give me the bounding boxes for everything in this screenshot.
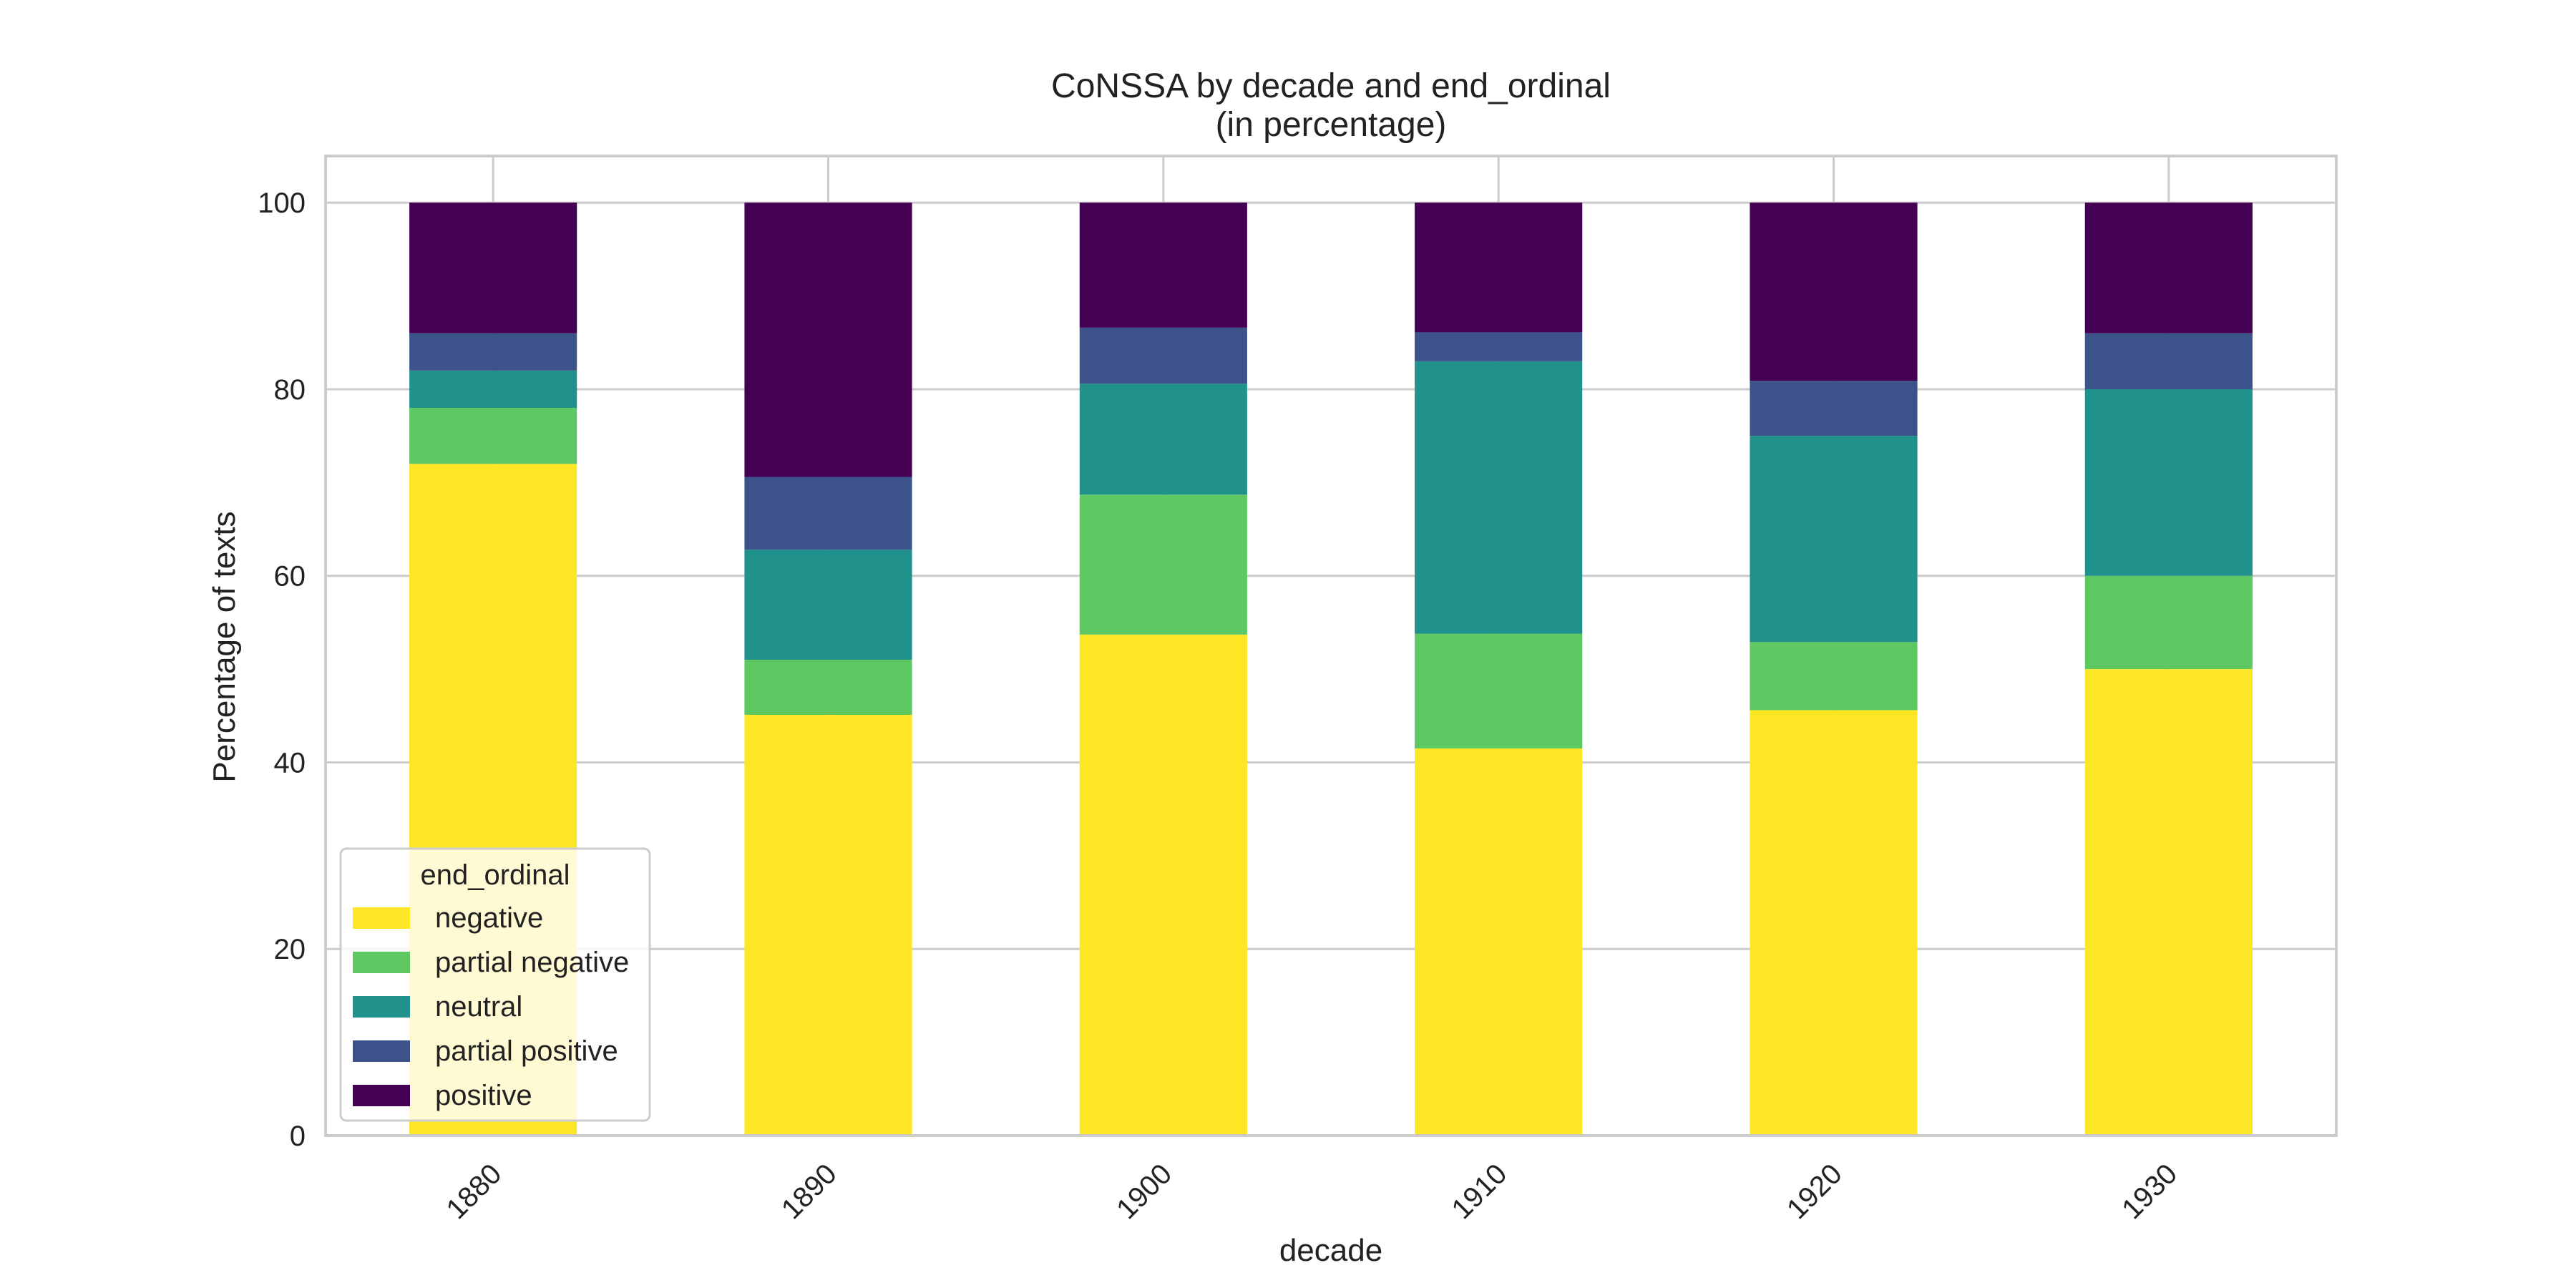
y-tick-label: 20 xyxy=(274,934,306,965)
bar-partial-positive-1880 xyxy=(409,333,577,371)
bar-negative-1900 xyxy=(1079,634,1247,1136)
bar-partial-negative-1880 xyxy=(409,408,577,464)
bar-partial-positive-1930 xyxy=(2084,333,2253,389)
bar-partial-positive-1910 xyxy=(1415,332,1583,361)
bar-partial-positive-1890 xyxy=(744,477,912,550)
x-tick-label: 1880 xyxy=(440,1158,507,1225)
bar-positive-1890 xyxy=(744,203,912,477)
bar-positive-1910 xyxy=(1415,203,1583,333)
bar-positive-1900 xyxy=(1079,203,1247,328)
y-tick-label: 40 xyxy=(274,747,306,779)
legend-title: end_ordinal xyxy=(420,859,570,891)
bar-partial-negative-1910 xyxy=(1415,633,1583,748)
bar-negative-1920 xyxy=(1750,710,1918,1136)
bar-negative-1890 xyxy=(744,714,912,1136)
y-tick-label: 100 xyxy=(258,187,306,219)
legend: end_ordinal negative partial negative neutr… xyxy=(339,847,651,1122)
bar-partial-negative-1920 xyxy=(1750,642,1918,711)
x-tick-label: 1920 xyxy=(1781,1158,1848,1225)
bar-negative-1910 xyxy=(1415,748,1583,1136)
bar-neutral-1890 xyxy=(744,550,912,660)
legend-label-positive: positive xyxy=(435,1080,532,1111)
plot-frame xyxy=(324,155,2338,1137)
bar-positive-1930 xyxy=(2084,203,2253,333)
bar-neutral-1930 xyxy=(2084,389,2253,576)
y-tick-label: 80 xyxy=(274,374,306,406)
legend-label-neutral: neutral xyxy=(435,991,522,1023)
bar-neutral-1910 xyxy=(1415,361,1583,634)
legend-swatch-negative xyxy=(353,907,410,929)
bar-positive-1920 xyxy=(1750,203,1918,381)
legend-swatch-partial-negative xyxy=(353,952,410,973)
x-tick-label: 1930 xyxy=(2116,1158,2183,1225)
bar-neutral-1880 xyxy=(409,370,577,409)
x-tick-label: 1900 xyxy=(1111,1158,1178,1225)
bar-partial-positive-1900 xyxy=(1079,327,1247,384)
legend-box xyxy=(339,847,651,1122)
y-tick-label: 60 xyxy=(274,561,306,592)
legend-swatch-positive xyxy=(353,1085,410,1106)
x-tick-label: 1910 xyxy=(1445,1158,1513,1225)
y-axis-label: Percentage of texts xyxy=(207,511,242,782)
bar-partial-negative-1900 xyxy=(1079,494,1247,635)
chart-title: CoNSSA by decade and end_ordinal xyxy=(1051,67,1611,105)
chart-subtitle: (in percentage) xyxy=(1216,106,1447,144)
legend-label-negative: negative xyxy=(435,902,543,934)
bar-partial-negative-1890 xyxy=(744,660,912,715)
bar-partial-positive-1920 xyxy=(1750,381,1918,436)
legend-label-partial-positive: partial positive xyxy=(435,1035,618,1067)
y-tick-label: 0 xyxy=(290,1121,306,1152)
legend-swatch-partial-positive xyxy=(353,1040,410,1062)
bar-negative-1930 xyxy=(2084,669,2253,1136)
bar-neutral-1900 xyxy=(1079,384,1247,495)
legend-swatch-neutral xyxy=(353,996,410,1018)
bar-positive-1880 xyxy=(409,203,577,333)
bar-partial-negative-1930 xyxy=(2084,575,2253,670)
x-tick-label: 1890 xyxy=(776,1158,843,1225)
legend-label-partial-negative: partial negative xyxy=(435,947,629,978)
bar-neutral-1920 xyxy=(1750,436,1918,643)
x-axis-label: decade xyxy=(1279,1233,1382,1268)
